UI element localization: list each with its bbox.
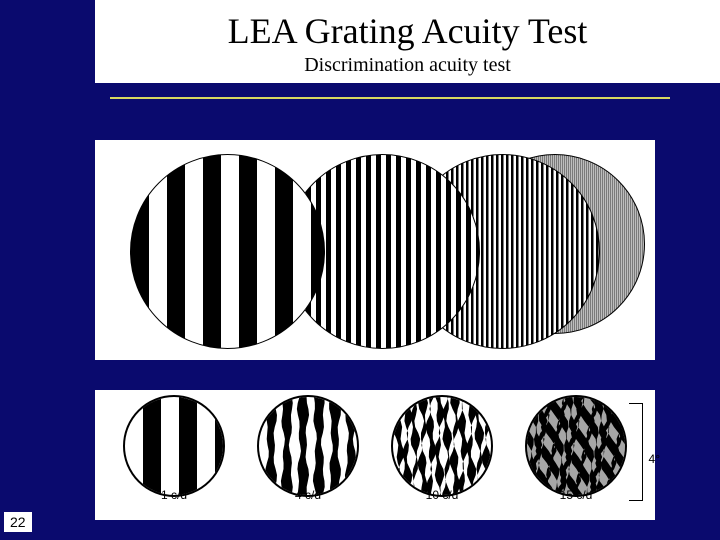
cpd-label: 10 c/d [391, 488, 493, 502]
distorted-grating-circle [391, 395, 493, 497]
slide-subtitle: Discrimination acuity test [115, 54, 700, 77]
slide: LEA Grating Acuity Test Discrimination a… [0, 0, 720, 540]
distorted-grating-circle [257, 395, 359, 497]
slide-title: LEA Grating Acuity Test [115, 10, 700, 52]
grating-circle [130, 154, 325, 349]
bottom-gratings: 4° 1 c/d 4 c/d 10 c/d 15 c/d [105, 395, 645, 500]
distorted-grating-circle [525, 395, 627, 497]
cpd-label: 4 c/d [257, 488, 359, 502]
bracket-label: 4° [649, 452, 660, 466]
page-number: 22 [4, 512, 32, 532]
top-panel [95, 140, 655, 360]
divider-line [110, 97, 670, 99]
bottom-panel: 4° 1 c/d 4 c/d 10 c/d 15 c/d [95, 390, 655, 520]
title-area: LEA Grating Acuity Test Discrimination a… [95, 0, 720, 83]
cpd-label: 15 c/d [525, 488, 627, 502]
distorted-grating-circle [123, 395, 225, 497]
cpd-label: 1 c/d [123, 488, 225, 502]
bracket-icon: 4° [629, 403, 643, 501]
top-gratings [95, 140, 655, 360]
